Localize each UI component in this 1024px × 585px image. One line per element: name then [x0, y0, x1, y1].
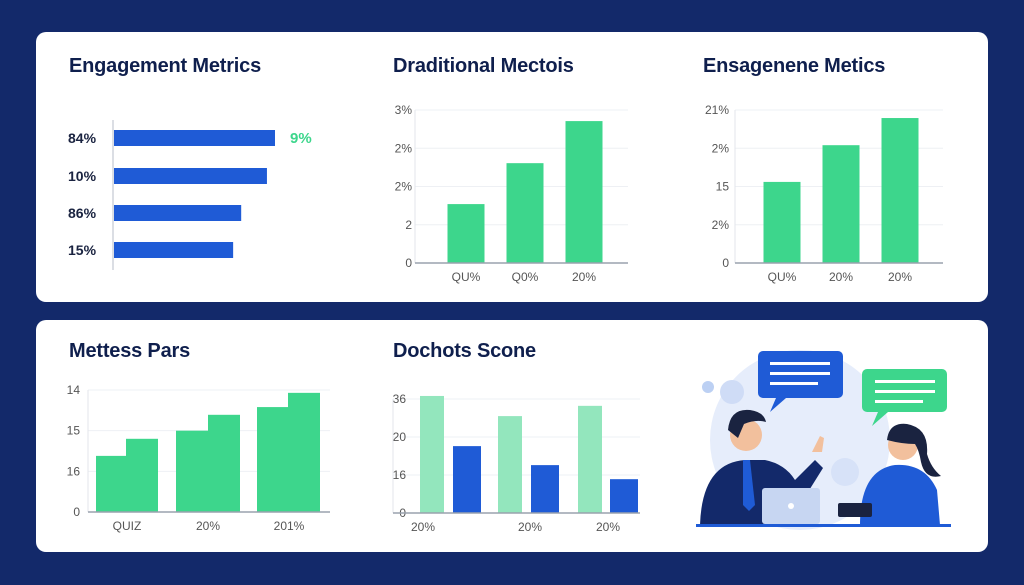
y-tick-label: 2%: [395, 141, 413, 155]
x-tick-label: QU%: [452, 270, 481, 284]
bar: [114, 242, 234, 258]
x-tick-label: Q0%: [512, 270, 539, 284]
bar: [506, 163, 544, 263]
x-tick-label: 20%: [596, 520, 620, 534]
speech-bubble-icon: [758, 351, 843, 412]
bar: [257, 407, 288, 512]
bar: [288, 392, 320, 512]
category-label: 15%: [68, 242, 97, 258]
category-label: 86%: [68, 205, 97, 221]
bar: [531, 465, 559, 513]
chart-mettess-pars: 0 16 15 14 QUIZ 20% 201%: [67, 383, 330, 533]
x-tick-label: QUIZ: [113, 519, 142, 533]
x-tick-label: 20%: [196, 519, 220, 533]
decor-dot: [831, 458, 859, 486]
x-tick-label: QU%: [768, 270, 797, 284]
bar: [610, 479, 638, 513]
bar: [881, 118, 919, 263]
decor-dot: [702, 381, 714, 393]
y-tick-label: 16: [393, 468, 407, 482]
y-tick-label: 2: [405, 218, 412, 232]
y-tick-label: 20: [393, 430, 407, 444]
chart-engagement: 9%: [112, 120, 312, 270]
chart-title-dochots: Dochots Scone: [393, 340, 536, 362]
y-tick-label: 2%: [712, 218, 730, 232]
y-tick-label: 0: [73, 505, 80, 519]
chart-ensagenene-metics: 0 2% 15 2% 21% QU% 20% 20%: [705, 103, 943, 284]
y-tick-label: 0: [722, 256, 729, 270]
bar: [114, 168, 267, 184]
table-line: [696, 524, 951, 527]
bar: [420, 395, 444, 513]
y-tick-label: 21%: [705, 103, 729, 117]
bar: [176, 430, 208, 512]
illustration-meeting: [696, 350, 951, 530]
y-tick-label: 3%: [395, 103, 413, 117]
speech-bubble-icon: [862, 369, 947, 426]
woman-figure: [838, 423, 941, 525]
man-figure: [700, 409, 824, 525]
y-tick-label: 0: [405, 256, 412, 270]
y-tick-label: 2%: [395, 180, 413, 194]
bar: [498, 416, 522, 513]
y-tick-label: 15: [716, 180, 730, 194]
chart-title-ensagenene: Ensagenene Metics: [703, 55, 886, 77]
bar: [126, 438, 158, 512]
chart-draditional-mectois: 0 2 2% 2% 3% QU% Q0% 20%: [395, 103, 628, 284]
y-tick-label: 2%: [712, 141, 730, 155]
x-tick-label: 20%: [888, 270, 912, 284]
chart-title-engagement: Engagement Metrics: [69, 55, 262, 77]
y-tick-label: 36: [393, 392, 407, 406]
bar: [453, 446, 481, 513]
decor-dot: [720, 380, 744, 404]
bar: [822, 145, 860, 263]
bar: [114, 130, 275, 146]
x-tick-label: 20%: [829, 270, 853, 284]
bar: [96, 455, 126, 512]
bar-annotation: 9%: [290, 130, 312, 147]
x-tick-label: 20%: [572, 270, 596, 284]
y-tick-label: 15: [67, 424, 81, 438]
x-tick-label: 201%: [274, 519, 305, 533]
y-tick-label: 16: [67, 464, 81, 478]
chart-title-mettess: Mettess Pars: [69, 340, 190, 362]
bar: [763, 181, 801, 263]
chart-title-draditional: Draditional Mectois: [393, 55, 574, 77]
bar: [578, 405, 602, 513]
bar: [447, 204, 485, 263]
y-tick-label: 14: [67, 383, 81, 397]
x-tick-label: 20%: [518, 520, 542, 534]
x-tick-label: 20%: [411, 520, 435, 534]
bar: [114, 205, 242, 221]
category-label: 10%: [68, 168, 97, 184]
bar: [565, 121, 603, 263]
category-label: 84%: [68, 130, 97, 146]
laptop-icon: [762, 488, 820, 524]
bar: [208, 414, 240, 512]
